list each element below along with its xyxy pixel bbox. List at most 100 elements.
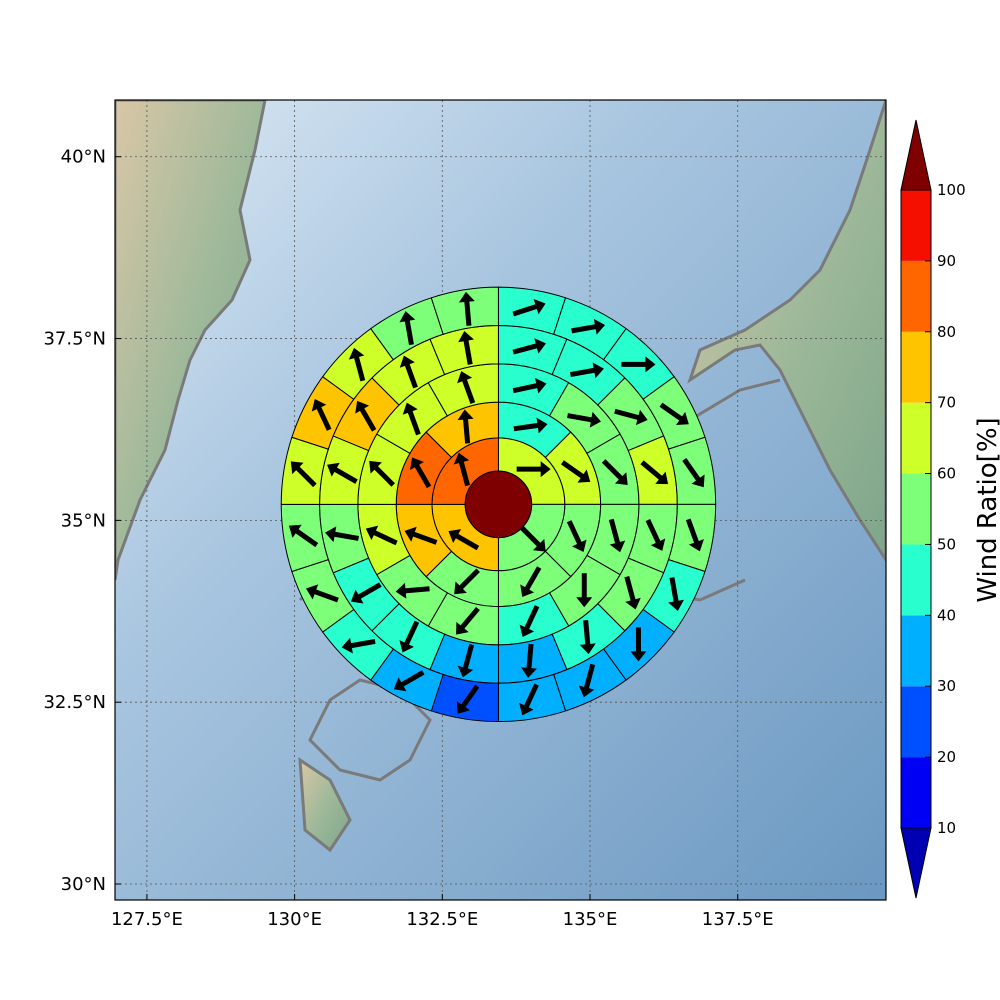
wind-arrow-head [369,460,382,474]
center-disk [464,470,533,539]
colorbar-band [901,402,931,474]
wind-arrow-shaft [464,299,472,326]
wind-arrow-shaft [659,402,684,422]
wind-arrow-shaft [512,382,540,394]
wind-arrow-shaft [583,619,591,647]
x-tick-label: 135°E [563,909,618,930]
wind-arrow-head [395,582,407,599]
wind-arrow-shaft [463,338,473,365]
map-background [115,100,886,900]
land-korea [115,100,267,581]
wind-arrow-shaft [523,683,539,710]
wind-arrow-head [325,526,337,543]
wind-arrow-shaft [353,354,366,382]
colorbar-band [901,190,931,261]
wind-arrow-head [650,538,666,551]
wind-arrow-shaft [348,638,376,649]
wind-arrow-shaft [601,459,625,482]
wind-arrow-head [399,355,415,368]
wind-arrow-shaft [462,416,471,444]
wind-arrow-shaft [459,606,480,631]
wind-arrow-shaft [294,465,317,488]
colorbar-tick-label: 10 [937,819,956,837]
wind-arrow-head [635,409,648,426]
wind-arrow-head [589,411,601,428]
wind-arrow-shaft [685,518,700,545]
wind-arrow-shaft [566,520,583,547]
wind-arrow-head [676,411,689,426]
wind-arrow-shaft [371,529,398,546]
colorbar: 10 20 30 40 50 60 70 80 90 100 [900,119,966,899]
wind-arrow-shaft [293,527,319,548]
wind-arrow-head [688,539,704,552]
wind-arrow-head [402,402,418,415]
wind-arrow-head [536,417,548,434]
wind-arrow-shaft [356,582,382,600]
wind-arrow-shaft [460,684,480,710]
colorbar-tick-label: 80 [937,323,956,341]
colorbar-tick-label: 100 [937,181,966,199]
wind-arrow-head [448,529,462,544]
wind-arrow-head [609,540,626,553]
colorbar-band [901,473,931,545]
wind-arrow-shaft [358,406,377,432]
wind-arrow-shaft [332,466,358,484]
wind-arrow-head [290,461,304,475]
wind-arrow-head [399,640,414,653]
wind-arrow-head [410,457,424,471]
wind-arrow-head [593,318,606,335]
y-tick-label: 37.5°N [43,329,106,350]
wind-arrow-head [533,298,546,315]
wind-arrow-shaft [682,458,702,483]
colorbar-extend-min [900,827,932,899]
wind-arrow-shaft [404,318,414,346]
x-axis-ticks: 127.5°E 130°E 132.5°E 135°E 137.5°E [111,894,774,930]
wind-arrow-head [540,461,551,478]
wind-arrow-head [572,539,587,553]
wind-arrow-head [288,524,302,538]
wind-arrow-shaft [407,408,421,436]
wind-arrow-shaft [461,377,476,404]
wind-arrow-head [534,338,547,354]
y-tick-label: 35°N [61,510,106,531]
wind-arrow-head [350,589,364,604]
wind-arrow-shaft [399,670,425,688]
wind-arrow-shaft [523,566,542,592]
wind-arrow-shaft [614,408,641,421]
wind-arrow-head [614,472,628,485]
wind-arrow-head [341,637,353,654]
wind-arrow-shaft [512,303,540,317]
wind-arrow-shaft [523,605,540,632]
wind-arrow-head [456,621,469,635]
y-axis-ticks: 30°N 32.5°N 35°N 37.5°N 40°N [43,147,121,895]
colorbar-band [901,615,931,687]
x-tick-label: 132.5°E [406,909,478,930]
wind-arrow-shaft [645,519,662,546]
wind-arrow-shaft [410,531,438,545]
wind-arrow-shaft [583,663,596,691]
colorbar-label: Wind Ratio[%] [973,417,1000,602]
wind-arrow-head [457,409,474,421]
wind-arrow-shaft [571,323,598,334]
colorbar-band [901,331,931,403]
wind-sector [430,286,499,335]
wind-arrow-shaft [512,342,540,355]
wind-arrow-shaft [332,531,359,541]
y-tick-label: 40°N [61,147,106,168]
wind-arrow-head [327,462,340,477]
wind-arrow-head [578,685,595,698]
wind-arrow-head [306,584,319,600]
wind-arrow-shaft [315,404,332,431]
land-honshu [687,100,886,563]
wind-arrow-head [625,597,641,610]
wind-arrow-shaft [372,464,395,487]
x-tick-label: 130°E [267,909,322,930]
colorbar-tick-label: 60 [937,465,956,483]
wind-arrow-shaft [312,588,339,603]
colorbar-tick-label: 50 [937,535,956,553]
wind-arrow-shaft [526,643,534,671]
wind-arrow-head [655,471,669,485]
wind-arrow-shaft [413,462,432,489]
wind-arrow-head [393,677,407,692]
wind-arrow-head [457,371,473,384]
